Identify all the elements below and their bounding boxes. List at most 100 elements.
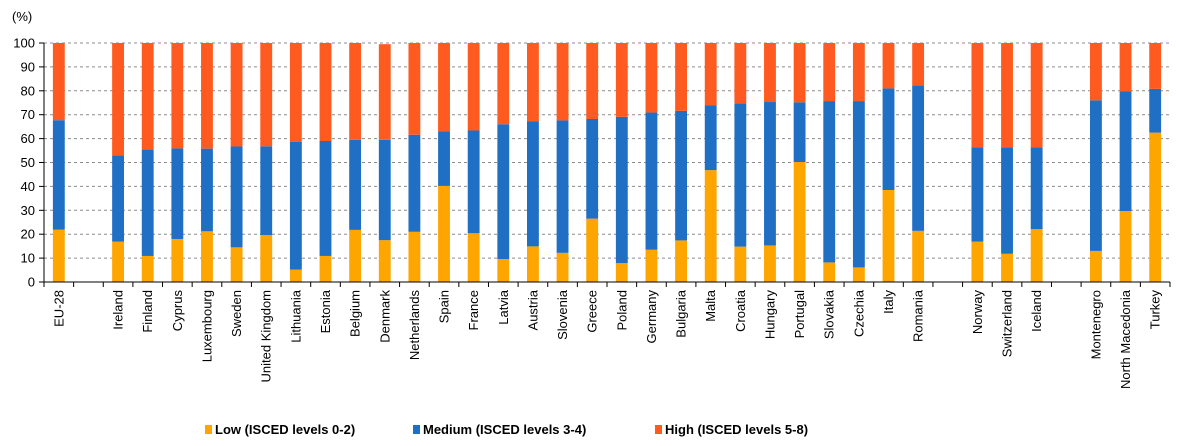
category-label: EU-28 (51, 290, 66, 327)
bar-segment-medium (971, 147, 984, 242)
bar-segment-medium (289, 141, 302, 270)
bar-segment-high (615, 43, 628, 117)
bar-segment-low (615, 263, 628, 282)
y-tick-label: 40 (21, 179, 35, 194)
bar-segment-high (319, 43, 332, 141)
bar-segment-low (112, 241, 125, 282)
y-tick-label: 70 (21, 107, 35, 122)
bar-segment-medium (1030, 147, 1043, 230)
category-label: Romania (911, 289, 926, 342)
bar-segment-high (852, 43, 865, 102)
bar-segment-medium (556, 120, 569, 253)
y-tick-label: 30 (21, 203, 35, 218)
bar-segment-medium (704, 105, 717, 171)
bar-segment-high (1149, 43, 1162, 89)
bar-segment-medium (467, 130, 480, 234)
bar-segment-low (1089, 250, 1102, 282)
bar-segment-low (526, 246, 539, 282)
bar-segment-high (882, 43, 895, 89)
category-label: Ireland (111, 290, 126, 330)
bar-segment-low (260, 235, 273, 282)
y-tick-label: 100 (13, 36, 35, 51)
bar-segment-low (201, 231, 213, 282)
category-label: Czechia (851, 289, 866, 337)
category-label: Austria (525, 289, 540, 330)
bar-segment-high (230, 43, 243, 147)
bar-segment-high (912, 43, 925, 86)
y-tick-label: 50 (21, 155, 35, 170)
bar-segment-high (1119, 43, 1132, 92)
bar-segment-high (260, 43, 273, 147)
bar-segment-medium (171, 148, 184, 239)
bar-segment-low (556, 252, 569, 282)
bar-segment-medium (823, 101, 836, 263)
bar-segment-medium (852, 101, 865, 268)
bar-segment-high (793, 43, 806, 103)
category-label: Luxembourg (199, 290, 214, 362)
bar-segment-high (526, 43, 539, 122)
bar-segment-medium (912, 85, 925, 231)
bar-segment-medium (1001, 147, 1013, 254)
bar-segment-low (882, 189, 895, 282)
bar-segment-medium (1089, 100, 1102, 251)
bar-segment-medium (201, 148, 213, 232)
bar-segment-medium (793, 102, 806, 163)
bar-segment-high (675, 43, 688, 111)
bar-segment-low (586, 218, 599, 282)
category-label: Slovakia (822, 289, 837, 339)
category-label: Bulgaria (674, 289, 689, 337)
category-label: Estonia (318, 289, 333, 333)
bar-segment-medium (882, 88, 895, 190)
bar-segment-low (319, 255, 332, 282)
bar-segment-low (645, 249, 658, 282)
bar-segment-low (852, 267, 865, 282)
bar-segment-low (141, 255, 154, 282)
category-label: Hungary (762, 290, 777, 340)
category-label: Malta (703, 289, 718, 322)
bar-segment-medium (1119, 91, 1132, 212)
bar-segment-low (734, 246, 747, 282)
category-label: Turkey (1148, 290, 1163, 330)
bar-segment-high (764, 43, 776, 103)
bar-segment-low (971, 241, 984, 282)
bar-segment-high (349, 43, 362, 140)
bar-segment-high (1001, 43, 1013, 148)
bar-segment-high (971, 43, 984, 148)
bar-segment-medium (497, 124, 510, 260)
bar-segment-low (171, 238, 184, 282)
bar-segment-high (289, 43, 302, 142)
category-label: North Macedonia (1118, 289, 1133, 389)
y-tick-label: 60 (21, 131, 35, 146)
bar-segment-low (675, 240, 688, 282)
category-label: Germany (644, 290, 659, 344)
bar-segment-medium (1149, 88, 1162, 133)
bar-segment-medium (52, 120, 65, 230)
bar-segment-low (1001, 253, 1013, 282)
y-tick-label: 90 (21, 59, 35, 74)
category-label: Switzerland (1000, 290, 1015, 357)
category-label: Montenegro (1088, 290, 1103, 359)
bar-segment-medium (112, 155, 125, 242)
bar-segment-medium (438, 131, 450, 186)
category-label: Netherlands (407, 290, 422, 361)
category-label: Slovenia (555, 289, 570, 340)
bar-segment-medium (764, 102, 776, 246)
bar-segment-medium (349, 139, 362, 230)
bar-segment-high (823, 43, 836, 102)
bar-segment-high (467, 43, 480, 131)
bar-segment-low (52, 229, 65, 282)
bar-segment-high (556, 43, 569, 121)
legend-label: Medium (ISCED levels 3-4) (423, 422, 586, 437)
category-label: Latvia (496, 289, 511, 324)
bar-segment-low (1119, 211, 1132, 282)
bar-segment-medium (645, 112, 658, 250)
bar-segment-medium (230, 146, 243, 248)
category-label: Finland (140, 290, 155, 333)
bar-segment-low (378, 240, 391, 282)
bar-segment-high (1030, 43, 1043, 148)
bar-segment-high (201, 43, 213, 149)
category-label: Portugal (792, 290, 807, 339)
bar-segment-medium (378, 139, 391, 241)
bar-segment-medium (408, 134, 421, 232)
